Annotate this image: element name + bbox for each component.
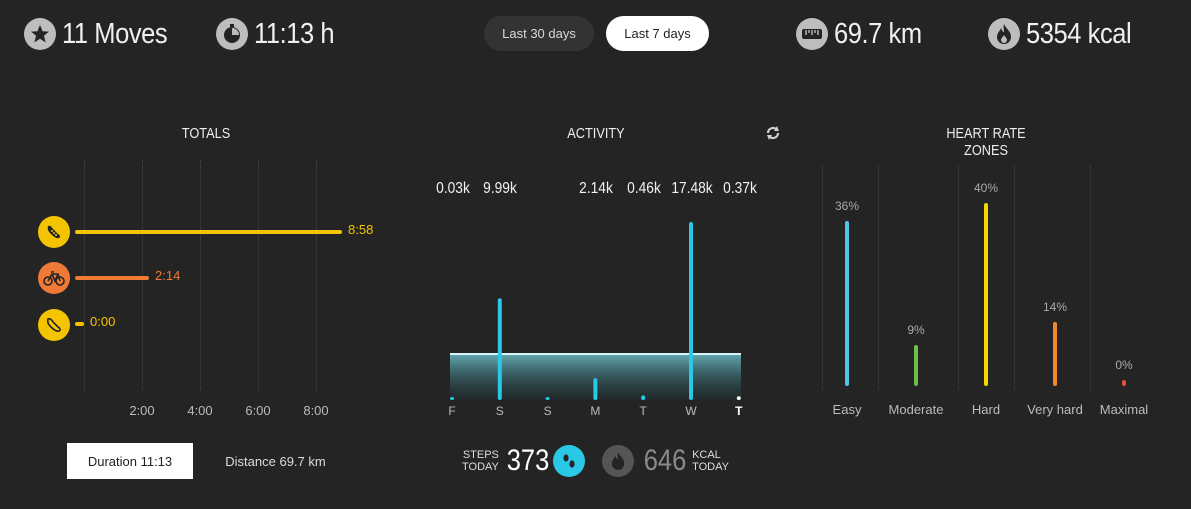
activity-bar — [689, 222, 693, 400]
walking-shoe-icon[interactable] — [38, 309, 70, 341]
steps-today: STEPS TODAY 373 — [462, 444, 585, 478]
refresh-icon[interactable] — [765, 125, 781, 141]
grid-line — [316, 160, 317, 390]
activity-bar — [736, 396, 741, 400]
grid-line — [1090, 165, 1091, 390]
footsteps-icon — [552, 445, 585, 477]
grid-line — [1014, 165, 1015, 390]
grid-line — [84, 160, 85, 390]
activity-label: 9.99k — [483, 180, 517, 197]
day-label: S — [496, 404, 504, 418]
hr-zone-percent: 14% — [1042, 299, 1068, 314]
day-label: T — [735, 404, 743, 418]
activity-label: 0.03k — [436, 180, 470, 197]
day-label: S — [544, 404, 552, 418]
flame-icon — [988, 18, 1020, 50]
heart-rate-title: HEART RATE ZONES — [946, 125, 1026, 159]
hr-zone-percent: 9% — [907, 322, 925, 337]
hr-zone-name: Hard — [971, 402, 1001, 417]
grid-line — [258, 160, 259, 390]
distance-chip[interactable]: Distance 69.7 km — [225, 453, 326, 469]
activity-bar — [497, 298, 502, 400]
activity-bar — [641, 395, 646, 400]
day-label: T — [640, 404, 648, 418]
duration-value: 11:13 h — [254, 17, 335, 50]
tick-label: 6:00 — [245, 403, 271, 418]
moves-count: 11 Moves — [62, 17, 168, 50]
steps-value: 373 — [506, 444, 550, 477]
hr-zone-bar — [845, 221, 849, 386]
running-value: 8:58 — [348, 222, 374, 237]
hr-zone-name: Moderate — [888, 402, 944, 417]
distance-value: 69.7 km — [834, 17, 922, 50]
calories-value: 5354 kcal — [1026, 17, 1132, 50]
grid-line — [878, 165, 879, 390]
hr-zone-name: Maximal — [1099, 402, 1149, 417]
activity-bar — [545, 397, 550, 400]
duration-stat: 11:13 h — [216, 14, 345, 54]
running-shoe-icon[interactable] — [38, 216, 70, 248]
distance-stat: 69.7 km — [796, 14, 934, 54]
hr-zone-name: Very hard — [1027, 402, 1083, 417]
duration-chip[interactable]: Duration 11:13 — [67, 443, 193, 479]
activity-bar — [450, 397, 454, 400]
activity-title: ACTIVITY — [567, 125, 625, 142]
bicycle-icon[interactable] — [38, 262, 70, 294]
tick-label: 8:00 — [303, 403, 329, 418]
last-30-days-button[interactable]: Last 30 days — [484, 16, 594, 51]
hr-zone-percent: 40% — [973, 181, 999, 195]
kcal-value: 646 — [643, 444, 687, 477]
activity-label: 2.14k — [579, 180, 613, 197]
grid-line — [822, 165, 823, 390]
cycling-value: 2:14 — [155, 268, 181, 283]
grid-line — [958, 165, 959, 390]
kcal-today: 646 KCAL TODAY — [602, 444, 729, 478]
activity-label: 0.46k — [627, 180, 661, 197]
calories-stat: 5354 kcal — [988, 14, 1146, 54]
hr-zone-percent: 36% — [834, 199, 860, 214]
walking-value: 0:00 — [90, 314, 116, 329]
activity-label: 0.37k — [723, 180, 757, 197]
stopwatch-icon — [216, 18, 248, 50]
star-icon — [24, 18, 56, 50]
hr-zone-name: Easy — [832, 402, 862, 417]
day-label: F — [448, 404, 455, 418]
last-7-days-button[interactable]: Last 7 days — [606, 16, 709, 51]
hr-zone-bar — [984, 203, 988, 386]
tick-label: 2:00 — [129, 403, 155, 418]
running-bar — [75, 230, 342, 234]
activity-bar — [593, 378, 598, 400]
kcal-flame-icon — [602, 445, 634, 477]
day-label: M — [590, 404, 600, 418]
ruler-icon — [796, 18, 828, 50]
kcal-today-label: TODAY — [692, 461, 729, 473]
grid-line — [142, 160, 143, 390]
hr-zone-bar — [1122, 380, 1126, 386]
steps-label: STEPS — [462, 449, 499, 461]
tick-label: 4:00 — [187, 403, 213, 418]
hr-zone-bar — [914, 344, 918, 386]
hr-zone-percent: 0% — [1115, 358, 1133, 372]
activity-label: 17.48k — [671, 180, 713, 197]
steps-today-label: TODAY — [462, 461, 499, 473]
cycling-bar — [75, 276, 149, 280]
day-label: W — [685, 404, 697, 418]
kcal-label: KCAL — [692, 449, 721, 461]
grid-line — [200, 160, 201, 390]
hr-zone-bar — [1053, 321, 1057, 386]
moves-stat: 11 Moves — [24, 14, 182, 54]
walking-bar — [75, 322, 84, 326]
totals-title: TOTALS — [181, 125, 231, 142]
